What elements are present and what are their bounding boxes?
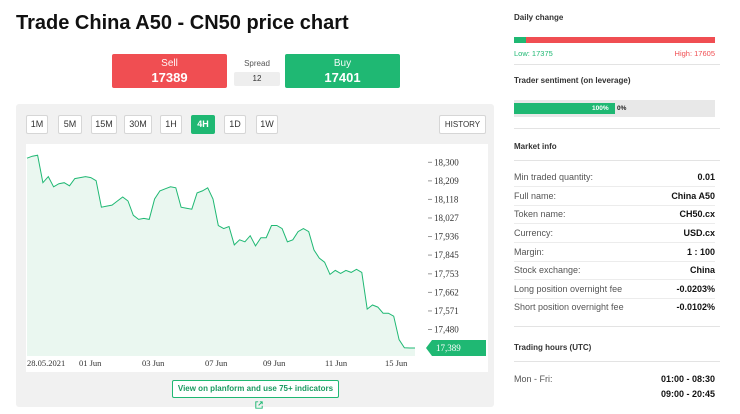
price-area-fill [27, 155, 415, 356]
sell-label: Sell [161, 58, 178, 69]
y-tick-label: 17,480 [434, 324, 459, 334]
y-tick-label: 17,753 [434, 269, 459, 279]
info-row-long-fee: Long position overnight fee -0.0203% [514, 284, 715, 302]
info-key: Long position overnight fee [514, 284, 623, 294]
info-value: USD.cx [683, 228, 715, 238]
info-row-full-name: Full name: China A50 [514, 191, 715, 209]
info-key: Token name: [514, 209, 566, 219]
x-tick-label: 09 Jun [263, 358, 286, 368]
price-chart[interactable]: 18,300 18,209 18,118 18,027 17,936 17,845 17,7… [26, 144, 488, 372]
x-tick-label: 15 Jun [385, 358, 408, 368]
sentiment-bar: 100% 0% [514, 100, 715, 117]
row-separator [514, 242, 715, 243]
daily-range-low-fill [514, 37, 527, 43]
row-separator [514, 205, 715, 206]
trading-session-2: 09:00 - 20:45 [660, 389, 715, 399]
y-tick-label: 18,209 [434, 176, 459, 186]
timeframe-1w[interactable]: 1W [256, 115, 278, 134]
x-tick-label: 03 Jun [142, 358, 165, 368]
timeframe-15m[interactable]: 15M [91, 115, 117, 134]
history-button[interactable]: HISTORY [439, 115, 486, 134]
row-separator [514, 298, 715, 299]
spread-box: Spread 12 [232, 54, 282, 86]
buy-label: Buy [333, 58, 352, 69]
view-on-platform-label: View on planform and use 75+ indicators [177, 384, 334, 393]
info-key: Short position overnight fee [514, 302, 624, 312]
y-tick-label: 18,027 [434, 213, 459, 223]
trading-hours-title: Trading hours (UTC) [514, 343, 592, 352]
divider [514, 128, 720, 129]
row-separator [514, 261, 715, 262]
external-link-icon [254, 401, 263, 409]
info-key: Full name: [514, 191, 557, 201]
x-tick-label: 07 Jun [205, 358, 228, 368]
chart-panel: 1M 5M 15M 30M 1H 4H 1D 1W HISTORY 18,300… [16, 104, 494, 409]
info-value: CH50.cx [679, 209, 715, 219]
daily-low: Low: 17375 [514, 49, 553, 58]
info-row-stock-exchange: Stock exchange: China [514, 265, 715, 283]
y-tick-label: 18,118 [434, 194, 459, 204]
x-tick-label: 11 Jun [325, 358, 348, 368]
buy-price: 17401 [324, 70, 361, 85]
sentiment-buy-fill [514, 103, 615, 114]
timeframe-5m[interactable]: 5M [58, 115, 82, 134]
divider [514, 160, 720, 161]
x-tick-label: 01 Jun [79, 358, 102, 368]
price-line [26, 154, 415, 349]
daily-high: High: 17605 [674, 49, 715, 58]
info-value: China [689, 265, 715, 275]
spread-label: Spread [244, 59, 270, 68]
info-row-short-fee: Short position overnight fee -0.0102% [514, 302, 715, 320]
timeframe-4h[interactable]: 4H [191, 115, 215, 134]
y-tick-label: 17,571 [434, 306, 459, 316]
sentiment-buy-pct: 100% [592, 105, 609, 112]
market-info-title: Market info [514, 142, 557, 151]
y-tick-label: 18,300 [434, 157, 459, 167]
sentiment-sell-pct: 0% [617, 105, 627, 112]
info-row-token-name: Token name: CH50.cx [514, 209, 715, 227]
page-title: Trade China A50 - CN50 price chart [16, 12, 349, 34]
info-value: 0.01 [697, 172, 715, 182]
row-separator [514, 186, 715, 187]
divider [514, 326, 720, 327]
y-tick-label: 17,845 [434, 250, 459, 260]
row-separator [514, 223, 715, 224]
trading-session-1: 01:00 - 08:30 [660, 374, 715, 384]
divider [514, 361, 720, 362]
divider [514, 64, 720, 65]
buy-button[interactable]: Buy 17401 [285, 54, 400, 88]
trading-hours-row: Mon - Fri: 01:00 - 08:30 09:00 - 20:45 [514, 374, 715, 404]
current-price-tag [426, 340, 486, 357]
sentiment-title: Trader sentiment (on leverage) [514, 76, 631, 85]
info-value: 1 : 100 [686, 247, 715, 257]
timeframe-30m[interactable]: 30M [124, 115, 152, 134]
y-tick-label: 17,662 [434, 287, 459, 297]
info-key: Margin: [514, 247, 545, 257]
sell-price: 17389 [151, 70, 188, 85]
timeframe-1h[interactable]: 1H [160, 115, 182, 134]
y-tick-label: 17,936 [434, 232, 459, 242]
trading-days: Mon - Fri: [514, 374, 553, 384]
daily-range-bar [514, 37, 715, 43]
current-price-label: 17,389 [436, 343, 461, 353]
timeframe-1d[interactable]: 1D [224, 115, 246, 134]
info-key: Currency: [514, 228, 554, 238]
info-value: -0.0102% [676, 302, 715, 312]
info-key: Min traded quantity: [514, 172, 594, 182]
info-key: Stock exchange: [514, 265, 581, 275]
info-value: -0.0203% [676, 284, 715, 294]
spread-value: 12 [234, 72, 280, 86]
info-value: China A50 [671, 191, 715, 201]
daily-change-title: Daily change [514, 13, 564, 22]
x-tick-label: 28.05.2021 [27, 358, 65, 368]
info-row-margin: Margin: 1 : 100 [514, 247, 715, 265]
view-on-platform-button[interactable]: View on planform and use 75+ indicators [172, 380, 339, 409]
trade-panel: Sell 17389 Spread 12 Buy 17401 [112, 54, 402, 88]
timeframe-1m[interactable]: 1M [26, 115, 48, 134]
row-separator [514, 279, 715, 280]
info-row-currency: Currency: USD.cx [514, 228, 715, 246]
info-row-min-quantity: Min traded quantity: 0.01 [514, 172, 715, 190]
sell-button[interactable]: Sell 17389 [112, 54, 227, 88]
